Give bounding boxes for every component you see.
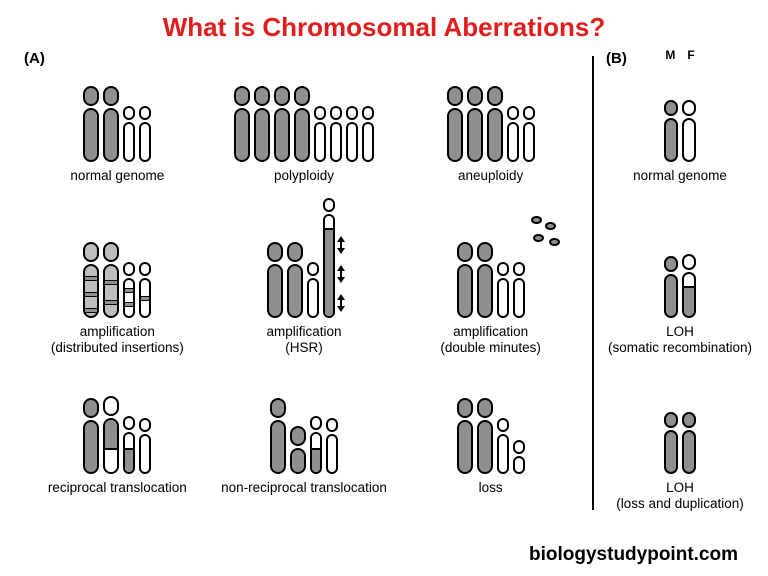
- caption: normal genome: [70, 168, 164, 184]
- chromosome-icon: [664, 412, 678, 474]
- diagram-cell: amplification (double minutes): [397, 218, 584, 374]
- panel-divider: [592, 56, 594, 510]
- diagram-cell: MFnormal genome: [600, 62, 760, 218]
- chromosome-icon: [513, 262, 525, 318]
- chromosome-icon: [287, 242, 303, 318]
- chromosome-icon: [523, 106, 535, 162]
- caption: amplification (distributed insertions): [51, 324, 184, 355]
- caption: polyploidy: [274, 168, 334, 184]
- panel-a-grid: normal genome polyploidy aneuploidy amplifi…: [24, 62, 584, 530]
- chromosome-icon: [326, 418, 338, 474]
- chromosome-icon: [497, 418, 509, 474]
- double-minute-icon: [545, 222, 556, 230]
- chromosome-icon: [254, 86, 270, 162]
- diagram-cell: loss: [397, 374, 584, 530]
- chromosome-icon: [447, 86, 463, 162]
- caption: amplification (HSR): [266, 324, 341, 355]
- diagram-cell: normal genome: [24, 62, 211, 218]
- panel-b-grid: MFnormal genome LOH (somatic recombinatio…: [600, 62, 760, 530]
- chromosome-icon: [270, 398, 286, 474]
- chromosome-icon: [314, 106, 326, 162]
- chromosome-icon: [103, 242, 119, 318]
- chromosome-icon: [362, 106, 374, 162]
- chromosome-icon: [103, 86, 119, 162]
- diagram-cell: aneuploidy: [397, 62, 584, 218]
- chromosome-icon: [507, 106, 519, 162]
- chromosome-icon: [103, 396, 119, 474]
- chromosome-icon: [123, 416, 135, 474]
- chromosome-icon: [307, 262, 319, 318]
- chromosome-icon: [457, 242, 473, 318]
- chromosome-icon: [330, 106, 342, 162]
- chromosome-icon: [294, 86, 310, 162]
- chromosome-icon: [83, 86, 99, 162]
- chromosome-icon: [467, 86, 483, 162]
- diagram-cell: amplification (HSR): [211, 218, 398, 374]
- chromosome-icon: [682, 254, 696, 318]
- double-minute-icon: [549, 238, 560, 246]
- chromosome-icon: [323, 198, 335, 318]
- chromosome-icon: [274, 86, 290, 162]
- chromosome-icon: [139, 106, 151, 162]
- caption: loss: [479, 480, 503, 496]
- chromosome-icon: [123, 262, 135, 318]
- caption: aneuploidy: [458, 168, 523, 184]
- chromosome-icon: [513, 440, 525, 474]
- chromosome-icon: [139, 418, 151, 474]
- caption: non-reciprocal translocation: [221, 480, 387, 496]
- chromosome-icon: [497, 262, 509, 318]
- chromosome-icon: [310, 416, 322, 474]
- diagram-cell: LOH (loss and duplication): [600, 374, 760, 530]
- chromosome-icon: [83, 242, 99, 318]
- chromosome-icon: [457, 398, 473, 474]
- diagram-cell: amplification (distributed insertions): [24, 218, 211, 374]
- chromosome-icon: [234, 86, 250, 162]
- caption: normal genome: [633, 168, 727, 184]
- chromosome-icon: [267, 242, 283, 318]
- chromosome-icon: [682, 100, 696, 162]
- chromosome-icon: [477, 398, 493, 474]
- chromosome-icon: [139, 262, 151, 318]
- double-minute-icon: [533, 234, 544, 242]
- f-label: F: [687, 48, 694, 62]
- chromosome-icon: [664, 256, 678, 318]
- caption: amplification (double minutes): [440, 324, 541, 355]
- diagram-cell: non-reciprocal translocation: [211, 374, 398, 530]
- chromosome-icon: [664, 100, 678, 162]
- m-label: M: [665, 48, 675, 62]
- diagram-cell: polyploidy: [211, 62, 398, 218]
- chromosome-icon: [346, 106, 358, 162]
- diagram-cell: LOH (somatic recombination): [600, 218, 760, 374]
- chromosome-icon: [83, 398, 99, 474]
- watermark: biologystudypoint.com: [529, 544, 738, 566]
- caption: LOH (somatic recombination): [608, 324, 752, 355]
- chromosome-icon: [682, 412, 696, 474]
- page-title: What is Chromosomal Aberrations?: [0, 0, 768, 49]
- chromosome-icon: [290, 426, 306, 474]
- caption: reciprocal translocation: [48, 480, 187, 496]
- chromosome-icon: [487, 86, 503, 162]
- double-minute-icon: [531, 216, 542, 224]
- chromosome-icon: [123, 106, 135, 162]
- diagram-cell: reciprocal translocation: [24, 374, 211, 530]
- caption: LOH (loss and duplication): [616, 480, 744, 511]
- chromosome-icon: [477, 242, 493, 318]
